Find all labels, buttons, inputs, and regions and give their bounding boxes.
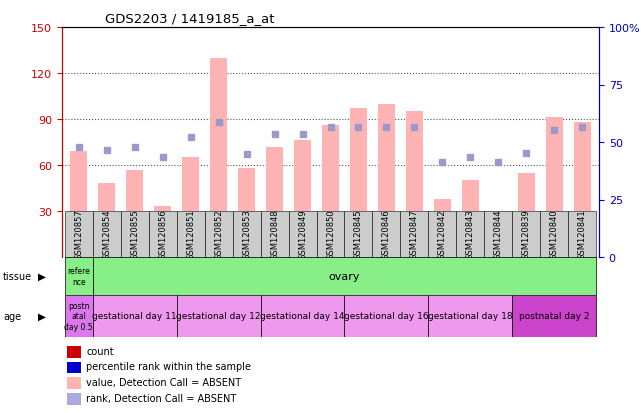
Text: GSM120855: GSM120855 — [130, 209, 139, 260]
Bar — [65, 295, 93, 337]
Bar — [456, 211, 485, 257]
Text: GSM120842: GSM120842 — [438, 209, 447, 260]
Bar — [344, 211, 372, 257]
Text: GSM120840: GSM120840 — [550, 209, 559, 260]
Text: GSM120845: GSM120845 — [354, 209, 363, 260]
Bar — [261, 295, 344, 337]
Bar — [71, 152, 87, 211]
Bar — [65, 257, 93, 295]
Bar — [540, 211, 568, 257]
Bar — [372, 211, 401, 257]
Text: GSM120856: GSM120856 — [158, 209, 167, 260]
Bar — [485, 211, 512, 257]
Text: GDS2203 / 1419185_a_at: GDS2203 / 1419185_a_at — [105, 12, 274, 25]
Text: GSM120844: GSM120844 — [494, 209, 503, 260]
Text: GSM120843: GSM120843 — [466, 209, 475, 260]
Bar — [154, 207, 171, 211]
Bar — [568, 211, 596, 257]
Text: GSM120846: GSM120846 — [382, 209, 391, 260]
Bar — [126, 170, 143, 211]
Text: GSM120839: GSM120839 — [522, 209, 531, 260]
Bar — [288, 211, 317, 257]
Bar — [67, 362, 81, 373]
Bar — [204, 211, 233, 257]
Text: GSM120850: GSM120850 — [326, 209, 335, 260]
Bar — [428, 211, 456, 257]
Text: gestational day 16: gestational day 16 — [344, 312, 429, 321]
Text: age: age — [3, 311, 21, 321]
Bar — [67, 346, 81, 358]
Text: ▶: ▶ — [38, 311, 46, 321]
Text: rank, Detection Call = ABSENT: rank, Detection Call = ABSENT — [86, 393, 237, 403]
Bar — [574, 123, 590, 211]
Text: gestational day 11: gestational day 11 — [92, 312, 177, 321]
Bar — [261, 211, 288, 257]
Text: gestational day 18: gestational day 18 — [428, 312, 513, 321]
Bar — [121, 211, 149, 257]
Bar — [434, 199, 451, 211]
Bar — [210, 59, 227, 211]
Text: GSM120849: GSM120849 — [298, 209, 307, 260]
Text: ovary: ovary — [329, 271, 360, 281]
Text: GSM120854: GSM120854 — [103, 209, 112, 260]
Bar — [182, 158, 199, 211]
Text: tissue: tissue — [3, 271, 32, 281]
Text: postn
atal
day 0.5: postn atal day 0.5 — [65, 301, 93, 331]
Bar — [344, 295, 428, 337]
Bar — [177, 211, 204, 257]
Bar — [93, 211, 121, 257]
Text: GSM120857: GSM120857 — [74, 209, 83, 260]
Bar — [546, 118, 563, 211]
Text: postnatal day 2: postnatal day 2 — [519, 312, 590, 321]
Text: gestational day 14: gestational day 14 — [260, 312, 345, 321]
Text: GSM120848: GSM120848 — [270, 209, 279, 260]
Bar — [401, 211, 428, 257]
Bar — [98, 184, 115, 211]
Bar — [512, 211, 540, 257]
Bar — [378, 104, 395, 211]
Text: refere
nce: refere nce — [67, 267, 90, 286]
Bar — [350, 109, 367, 211]
Text: percentile rank within the sample: percentile rank within the sample — [86, 361, 251, 372]
Bar — [294, 141, 311, 211]
Bar — [512, 295, 596, 337]
Bar — [65, 211, 93, 257]
Bar — [428, 295, 512, 337]
Bar — [233, 211, 261, 257]
Text: value, Detection Call = ABSENT: value, Detection Call = ABSENT — [86, 377, 241, 387]
Bar — [322, 126, 339, 211]
Bar — [518, 173, 535, 211]
Bar — [266, 147, 283, 211]
Text: ▶: ▶ — [38, 271, 46, 281]
Bar — [67, 377, 81, 389]
Text: gestational day 12: gestational day 12 — [176, 312, 261, 321]
Bar — [67, 393, 81, 405]
Bar — [406, 112, 423, 211]
Bar — [317, 211, 344, 257]
Text: GSM120853: GSM120853 — [242, 209, 251, 260]
Text: GSM120852: GSM120852 — [214, 209, 223, 260]
Bar — [93, 295, 177, 337]
Text: GSM120851: GSM120851 — [186, 209, 195, 260]
Bar — [177, 295, 261, 337]
Bar — [238, 169, 255, 211]
Bar — [149, 211, 177, 257]
Bar — [462, 181, 479, 211]
Text: count: count — [86, 346, 114, 356]
Text: GSM120841: GSM120841 — [578, 209, 587, 260]
Text: GSM120847: GSM120847 — [410, 209, 419, 260]
